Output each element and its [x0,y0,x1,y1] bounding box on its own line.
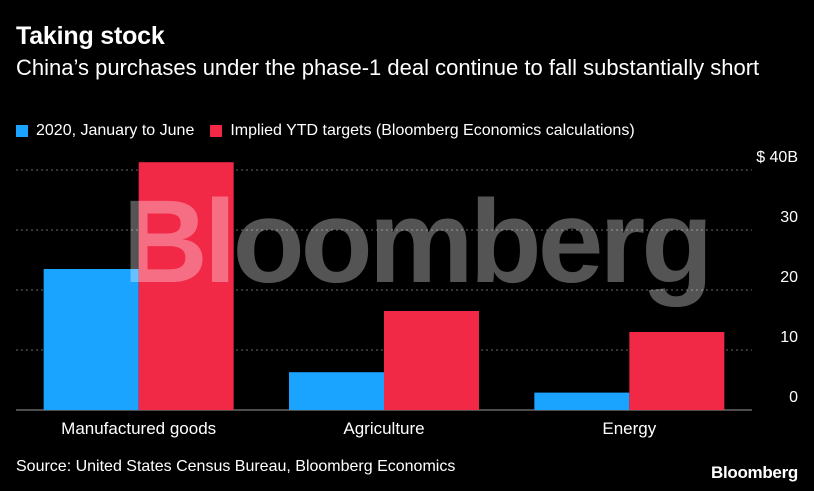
bar-actual-1 [289,372,384,410]
x-tick-label: Energy [602,419,656,438]
x-tick-label: Manufactured goods [61,419,216,438]
legend: 2020, January to June Implied YTD target… [16,122,651,140]
bloomberg-watermark: Bloomberg [123,176,710,308]
legend-swatch-series-2 [210,125,223,137]
legend-item-series-1: 2020, January to June [16,122,194,140]
y-tick-label: 30 [780,209,798,226]
x-tick-label: Agriculture [343,419,424,438]
legend-item-series-2: Implied YTD targets (Bloomberg Economics… [210,122,635,140]
y-tick-label: 0 [789,389,798,406]
y-tick-label: $ 40B [756,149,798,166]
legend-label-series-1: 2020, January to June [36,122,195,139]
bloomberg-logo: Bloomberg [710,463,798,482]
legend-label-series-2: Implied YTD targets (Bloomberg Economics… [230,122,635,139]
bar-target-1 [384,311,479,410]
legend-swatch-series-1 [16,125,28,137]
chart-subtitle: China’s purchases under the phase-1 deal… [16,55,760,80]
chart-title: Taking stock [16,22,165,50]
bar-actual-0 [43,269,139,410]
bar-actual-2 [534,392,630,410]
source-note: Source: United States Census Bureau, Blo… [16,458,456,475]
y-tick-label: 20 [780,269,798,286]
y-tick-label: 10 [780,329,798,346]
bar-target-0 [138,162,234,410]
bar-target-2 [629,332,725,410]
